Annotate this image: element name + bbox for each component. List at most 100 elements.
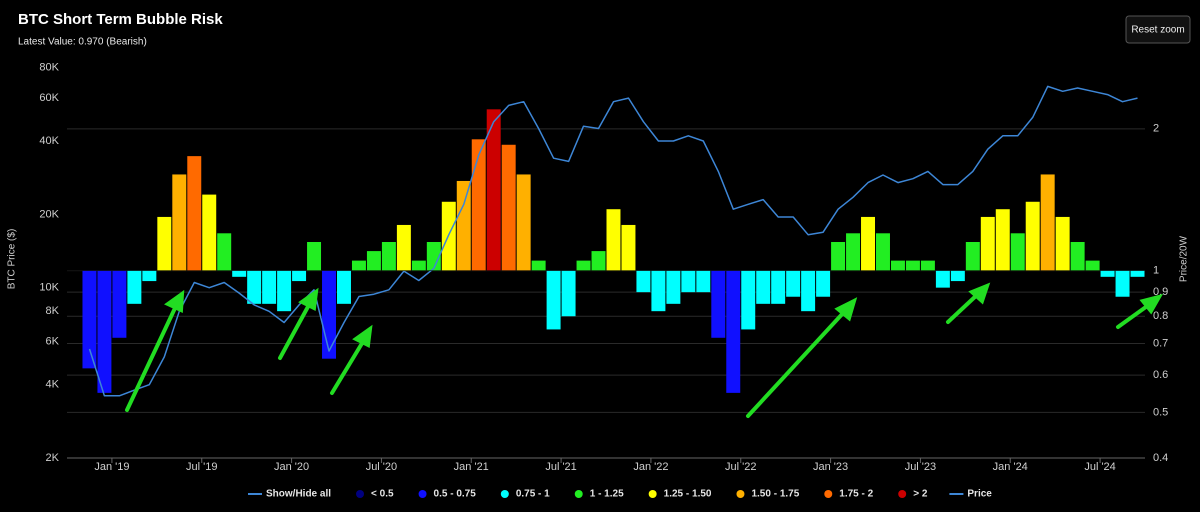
bar — [277, 270, 292, 312]
legend-item[interactable]: 1 - 1.25 — [574, 489, 624, 500]
legend-item[interactable]: 1.75 - 2 — [824, 489, 874, 500]
x-tick-label: Jan '24 — [993, 461, 1028, 473]
y-tick-label: 20K — [39, 208, 59, 220]
bar — [965, 242, 980, 271]
legend-label[interactable]: 0.75 - 1 — [516, 489, 550, 500]
legend-icon[interactable] — [824, 490, 833, 498]
legend-label[interactable]: 1.50 - 1.75 — [751, 489, 799, 500]
arrow — [746, 309, 847, 418]
bar — [1055, 216, 1070, 271]
bar — [501, 144, 516, 271]
x-tick-label: Jul '23 — [905, 461, 936, 473]
y2-tick-label: 1 — [1153, 264, 1159, 276]
legend-label[interactable]: Price — [967, 489, 992, 500]
bar — [426, 242, 441, 271]
bar — [1025, 201, 1040, 271]
reset-zoom-button[interactable]: Reset zoom — [1125, 15, 1191, 44]
bar — [292, 270, 307, 282]
legend-item[interactable]: Show/Hide all — [248, 489, 331, 500]
bar — [1070, 242, 1085, 271]
bar — [876, 233, 890, 271]
bar — [771, 270, 786, 304]
button-frame[interactable] — [1125, 15, 1191, 44]
bar — [172, 174, 187, 271]
legend-icon[interactable] — [648, 490, 657, 498]
y-tick-label: 80K — [39, 62, 59, 74]
bar — [861, 216, 875, 271]
bar — [606, 209, 621, 271]
bar — [456, 180, 471, 271]
arrow-head — [968, 282, 991, 305]
bar — [486, 109, 501, 271]
arrow-head — [352, 324, 373, 349]
bar — [97, 270, 112, 393]
bar — [232, 270, 247, 277]
legend-icon[interactable] — [356, 490, 365, 498]
x-tick-label: Jan '21 — [454, 461, 489, 473]
legend-icon[interactable] — [418, 490, 427, 498]
legend-label[interactable]: 1.25 - 1.50 — [664, 489, 712, 500]
legend-icon[interactable] — [574, 490, 583, 498]
legend-item[interactable]: 1.50 - 1.75 — [736, 489, 800, 500]
x-tick-label: Jul '21 — [545, 461, 576, 473]
legend-label[interactable]: 1 - 1.25 — [590, 489, 624, 500]
bar — [471, 139, 486, 271]
x-tick-label: Jan '23 — [813, 461, 848, 473]
legend-item[interactable]: 0.5 - 0.75 — [418, 489, 477, 500]
bar — [741, 270, 756, 330]
y-axis-label: BTC Price ($) — [7, 229, 18, 290]
x-tick-label: Jan '19 — [94, 461, 129, 473]
bar — [576, 260, 591, 271]
axes: 2K 4K 6K 8K 10K 20K 40K 60K 80K 0.4 0.5 0.6 0.7 0.8 0.… — [39, 62, 1168, 473]
y2-tick-label: 0.4 — [1153, 452, 1168, 464]
bar — [666, 270, 681, 304]
legend-item[interactable]: Price — [949, 489, 992, 500]
y-tick-label: 2K — [46, 452, 60, 464]
y2-tick-label: 0.8 — [1153, 310, 1168, 322]
legend-label[interactable]: < 0.5 — [371, 489, 394, 500]
legend-item[interactable]: < 0.5 — [356, 489, 394, 500]
legend-item[interactable]: > 2 — [898, 489, 928, 500]
legend-label[interactable]: Show/Hide all — [266, 489, 331, 500]
arrow — [125, 304, 178, 412]
bar — [82, 270, 97, 369]
y2-tick-label: 0.7 — [1153, 337, 1168, 349]
bar — [651, 270, 666, 312]
arrow — [1116, 302, 1152, 329]
legend-label[interactable]: 1.75 - 2 — [839, 489, 873, 500]
legend-icon[interactable] — [898, 490, 907, 498]
bars — [82, 109, 1145, 393]
x-tick-label: Jul '22 — [725, 461, 756, 473]
bar — [756, 270, 771, 304]
legend-item[interactable]: 1.25 - 1.50 — [648, 489, 712, 500]
bar — [187, 156, 202, 271]
legend-icon[interactable] — [736, 490, 745, 498]
bar — [786, 270, 801, 297]
bar — [351, 260, 366, 271]
y-tick-label: 4K — [46, 379, 60, 391]
legend-label[interactable]: > 2 — [913, 489, 928, 500]
y-tick-label: 10K — [39, 282, 59, 294]
bar — [816, 270, 831, 297]
bar — [531, 260, 546, 271]
bar — [217, 233, 232, 271]
bar — [995, 209, 1010, 271]
arrow — [278, 301, 312, 360]
bar — [381, 242, 396, 271]
y-tick-label: 8K — [46, 305, 60, 317]
bar — [1040, 174, 1055, 271]
bar — [801, 270, 816, 312]
bar — [905, 260, 920, 271]
legend-item[interactable]: 0.75 - 1 — [500, 489, 550, 500]
arrow-head — [298, 287, 319, 312]
legend-icon[interactable] — [500, 490, 509, 498]
legend-label[interactable]: 0.5 - 0.75 — [434, 489, 477, 500]
button-label[interactable]: Reset zoom — [1131, 25, 1184, 36]
bar — [157, 216, 172, 271]
y-tick-label: 40K — [39, 135, 59, 147]
bar — [950, 270, 965, 282]
bar — [142, 270, 157, 282]
bar — [726, 270, 741, 393]
bar — [696, 270, 711, 293]
